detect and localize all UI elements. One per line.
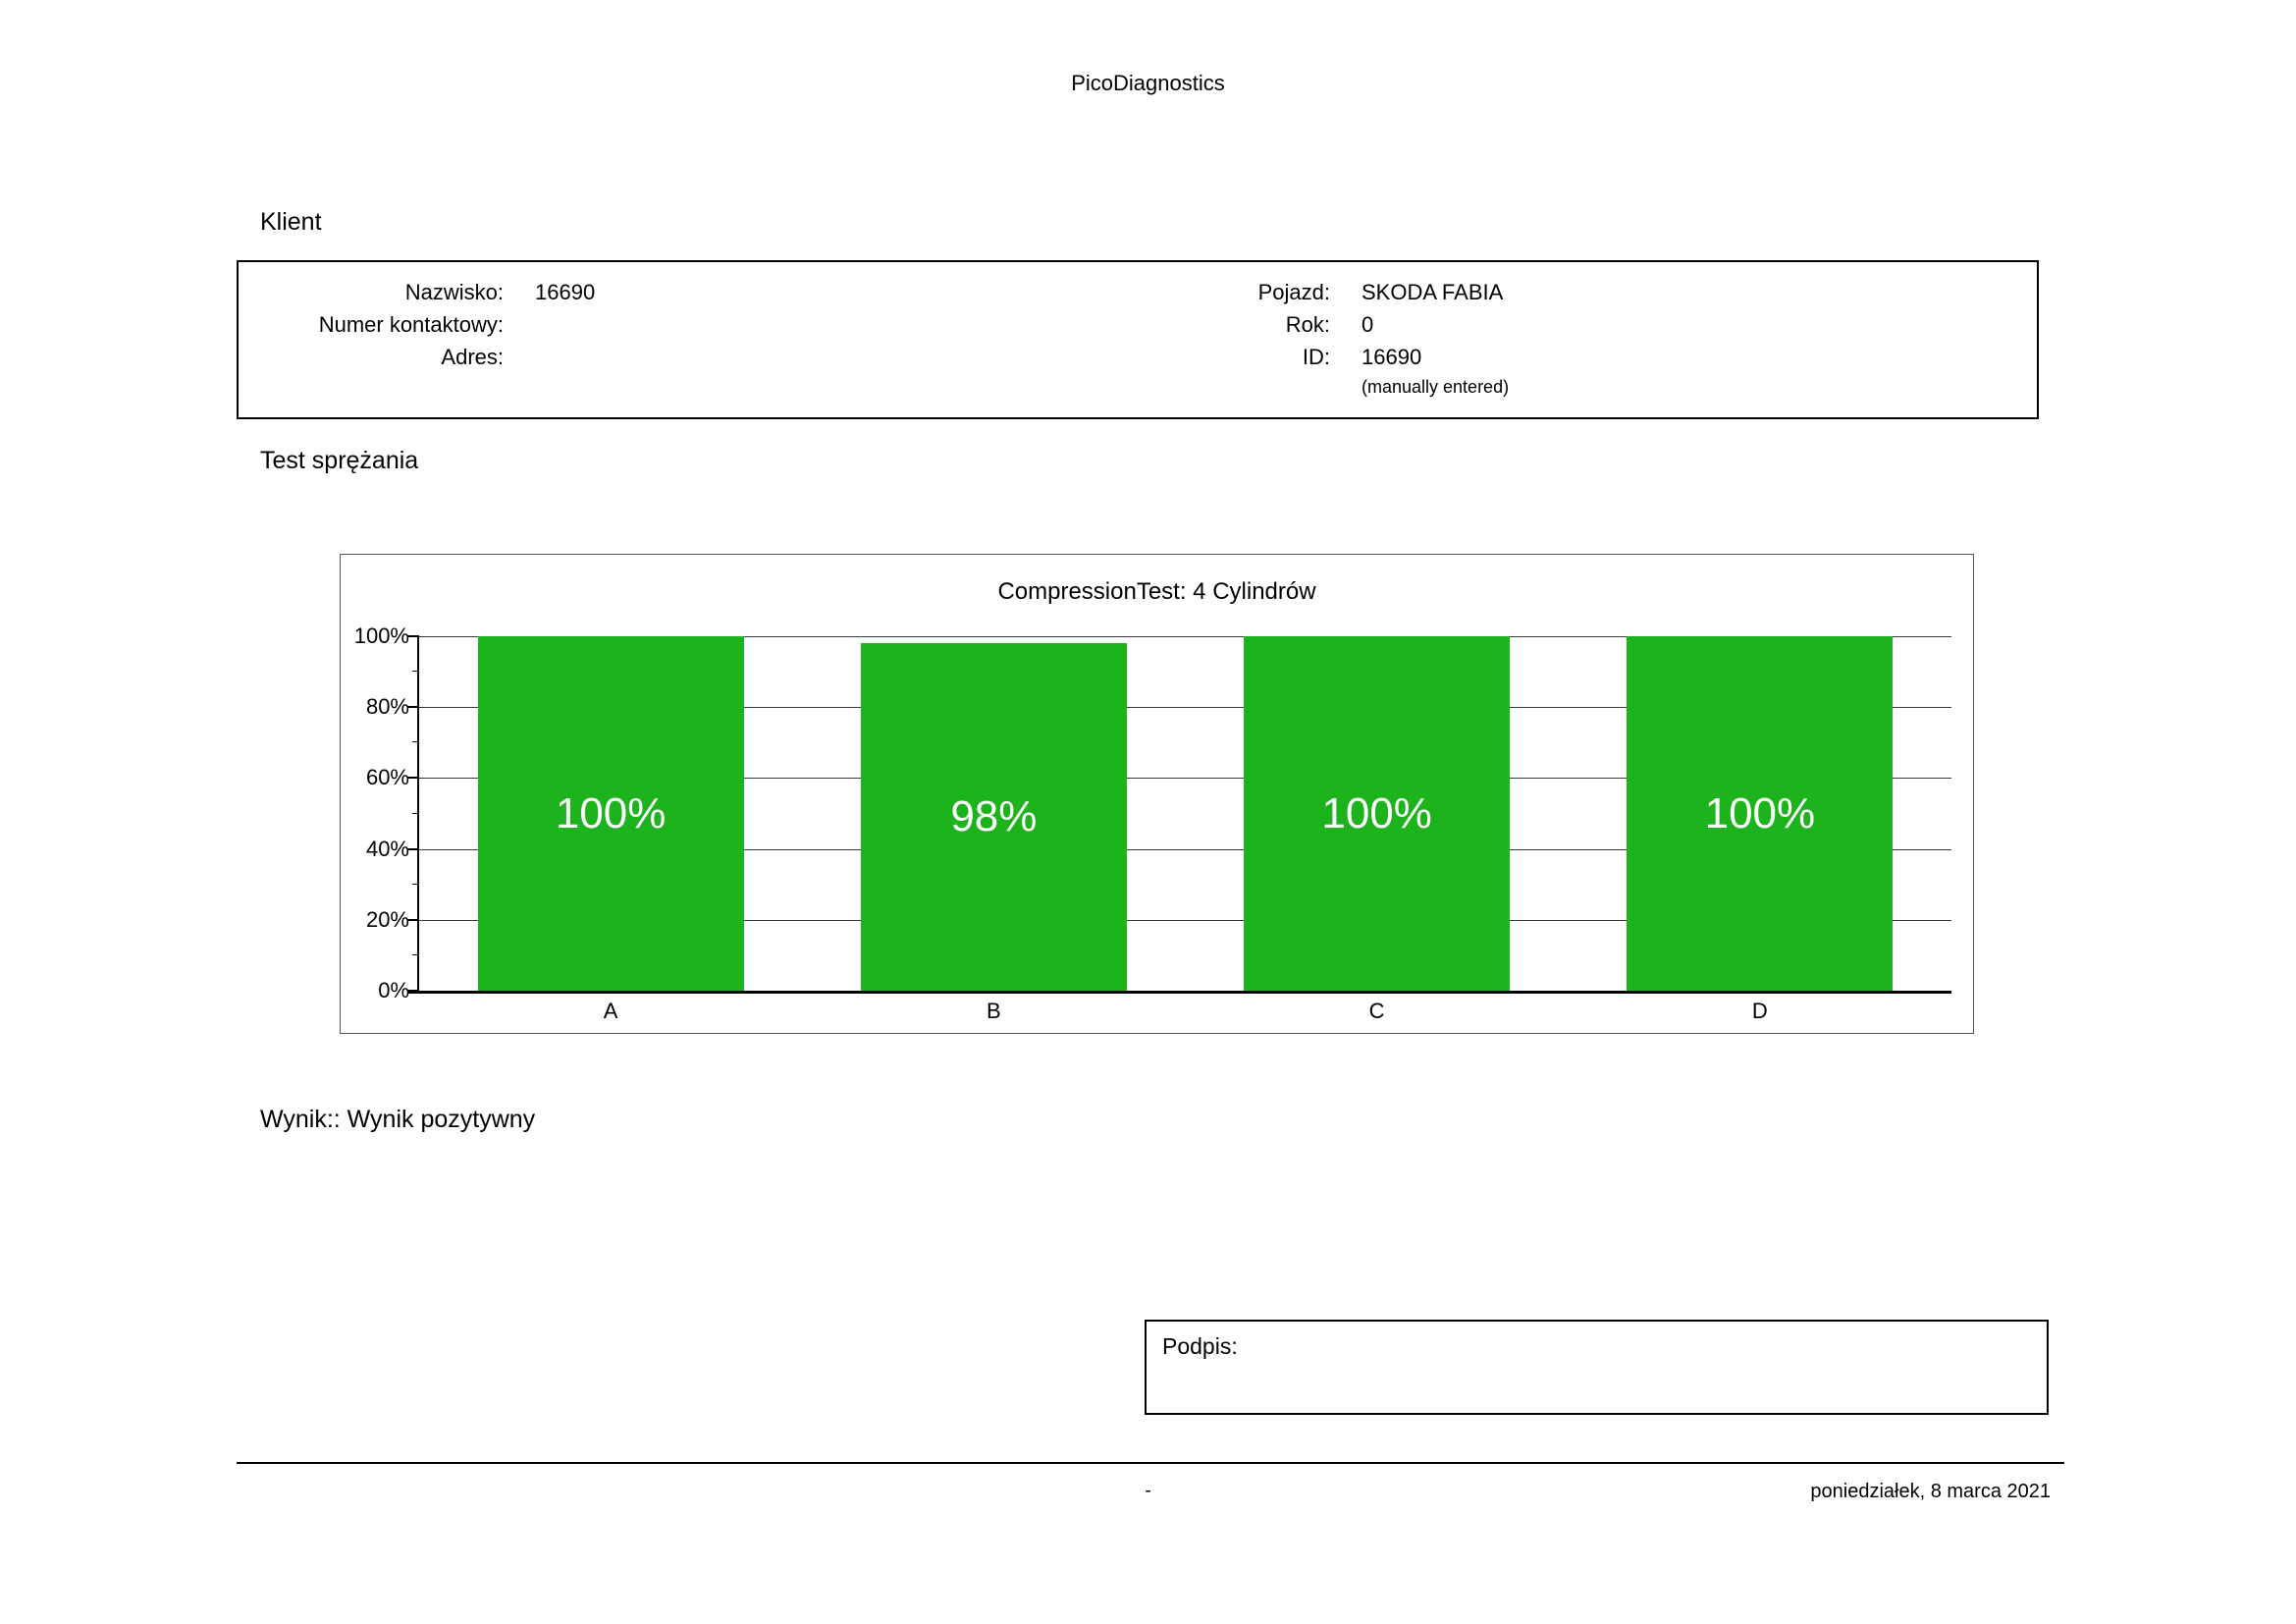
field-value: SKODA FABIA [1362,280,1504,304]
y-tick-label: 0% [378,978,409,1002]
field-value: 0 [1362,312,1374,337]
chart-title: CompressionTest: 4 Cylindrów [997,578,1316,605]
bar-value-label: 100% [555,788,667,838]
y-tick-mark-minor [412,883,419,885]
field-value [504,308,535,341]
bar-cylinder-a: 100% [477,636,744,991]
y-tick-label: 20% [365,906,409,932]
client-fields-left: Nazwisko: 16690 Numer kontaktowy: Adres: [239,276,595,373]
app-title: PicoDiagnostics [1071,71,1225,95]
bar-series: 100% 98% 100% 100% [419,636,1951,991]
client-fields-right: Pojazd: SKODA FABIA Rok: 0 ID: 16690 (ma… [1122,276,1509,401]
compression-chart: CompressionTest: 4 Cylindrów 100% 80% 60… [340,554,1974,1034]
bar-slot-b: 98% [802,636,1185,991]
category-label-b: B [987,999,1001,1023]
result-text: Wynik:: Wynik pozytywny [260,1106,536,1133]
bar-slot-a: 100% [419,636,802,991]
field-label: Adres: [441,345,504,369]
footer-page-marker: - [1145,1481,1151,1501]
x-axis-line [407,991,1951,994]
client-field-row: Rok: 0 [1122,308,1509,341]
bar-value-label: 100% [1321,788,1432,838]
client-field-row: Nazwisko: 16690 [239,276,595,308]
y-tick-mark-minor [412,953,419,955]
client-info-box: Nazwisko: 16690 Numer kontaktowy: Adres:… [237,260,2039,419]
bar-value-label: 98% [950,792,1038,841]
gridline-80 [419,707,1951,709]
bar-cylinder-b: 98% [860,643,1127,991]
y-tick-label: 100% [353,623,409,648]
bar-cylinder-c: 100% [1244,636,1511,991]
field-value: 16690 [535,280,596,304]
field-label: Numer kontaktowy: [318,312,504,337]
field-label: Nazwisko: [404,280,504,304]
field-label: Rok: [1285,312,1330,337]
y-tick-mark [407,777,419,780]
field-label: Pojazd: [1257,280,1330,304]
y-tick-label: 40% [365,836,409,861]
x-axis-category-labels: A B C D [419,999,1951,1024]
gridline-20 [419,919,1951,921]
category-label-c: C [1368,999,1385,1023]
client-field-row: Adres: [239,341,595,373]
y-tick-label: 60% [365,765,409,790]
y-tick-mark-minor [412,741,419,743]
client-section-heading: Klient [260,208,322,236]
bar-slot-c: 100% [1186,636,1569,991]
bar-slot-d: 100% [1569,636,1951,991]
field-value: 16690 [1362,345,1422,369]
field-value: (manually entered) [1362,377,1510,397]
y-axis-line [417,636,419,991]
y-tick-label: 80% [365,694,409,720]
category-label-a: A [603,999,618,1023]
category-label-d: D [1751,999,1768,1023]
footer-date: poniedziałek, 8 marca 2021 [1810,1481,2051,1502]
client-field-row: Numer kontaktowy: [239,308,595,341]
gridline-40 [419,848,1951,850]
test-section-heading: Test sprężania [260,447,419,474]
bar-value-label: 100% [1704,788,1816,838]
field-label: ID: [1302,345,1330,369]
bar-cylinder-d: 100% [1627,636,1894,991]
chart-plot-area: 100% 80% 60% 40% 20% 0% 100% [354,623,1951,1002]
field-value [504,341,535,373]
client-field-row: (manually entered) [1122,373,1509,401]
y-tick-mark [407,635,419,637]
y-tick-mark [407,706,419,709]
client-field-row: Pojazd: SKODA FABIA [1122,276,1509,308]
gridline-100 [419,636,1951,637]
y-tick-mark [407,918,419,921]
y-tick-mark-minor [412,671,419,673]
signature-box: Podpis: [1145,1320,2049,1415]
y-tick-mark-minor [412,812,419,814]
signature-label: Podpis: [1162,1333,1238,1359]
gridline-60 [419,778,1951,780]
client-field-row: ID: 16690 [1122,341,1509,373]
field-label [1122,373,1330,401]
footer-divider [237,1462,2064,1464]
y-tick-mark [407,847,419,850]
